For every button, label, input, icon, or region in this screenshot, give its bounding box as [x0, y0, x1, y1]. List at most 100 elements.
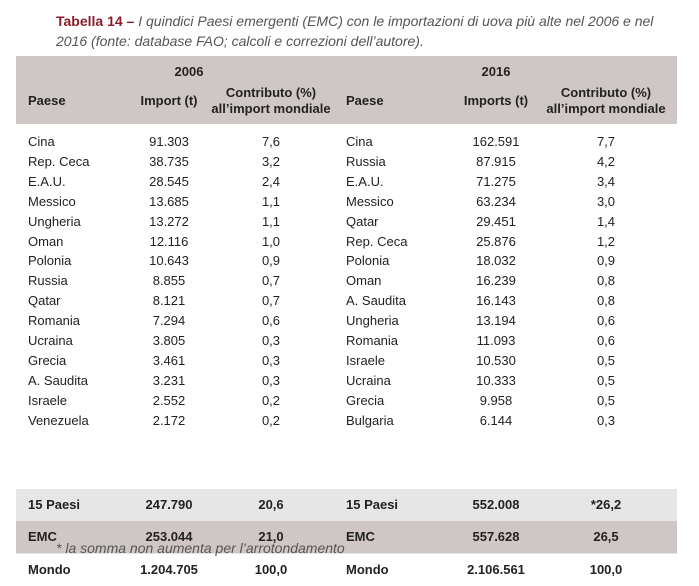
cell-paese-right: Ucraina: [346, 372, 391, 388]
cell-paese-left: Ungheria: [28, 213, 81, 229]
emc-import-right: 557.628: [472, 529, 520, 544]
cell-import-right: 71.275: [476, 173, 516, 189]
year-2016-header: 2016: [481, 64, 511, 79]
total-15-import-left: 247.790: [145, 497, 193, 512]
contrib-header-left: Contributo (%) all’import mondiale: [206, 85, 336, 117]
table-header: 2006 2016 Paese Import (t) Contributo (%…: [16, 56, 677, 124]
table-row: E.A.U. 28.545 2,4 E.A.U. 71.275 3,4: [16, 172, 677, 192]
cell-contrib-left: 0,2: [261, 392, 281, 408]
cell-paese-right: Bulgaria: [346, 412, 394, 428]
cell-paese-right: Israele: [346, 352, 386, 368]
cell-contrib-right: 3,0: [596, 193, 616, 209]
cell-import-left: 28.545: [149, 173, 189, 189]
cell-paese-left: Ucraina: [28, 333, 73, 348]
cell-paese-left: Oman: [28, 233, 64, 249]
cell-contrib-right: 0,3: [596, 412, 616, 428]
contrib-header-right-line2: all’import mondiale: [546, 101, 666, 116]
caption-text: I quindici Paesi emergenti (EMC) con le …: [56, 13, 654, 49]
footnote: * la somma non aumenta per l’arrotondame…: [56, 540, 345, 556]
cell-contrib-right: 4,2: [596, 153, 616, 169]
cell-import-right: 13.194: [476, 313, 516, 329]
table-body: Cina 91.303 7,6 Cina 162.591 7,7 Rep. Ceca 38.7…: [16, 124, 677, 489]
cell-import-right: 10.530: [476, 352, 516, 368]
cell-import-left: 2.172: [152, 412, 186, 428]
total-15-contrib-left: 20,6: [258, 497, 284, 512]
cell-contrib-right: 1,4: [596, 213, 616, 229]
contrib-header-right: Contributo (%) all’import mondiale: [541, 85, 671, 117]
table-row: Polonia 10.643 0,9 Polonia 18.032 0,9: [16, 251, 677, 271]
cell-import-right: 11.093: [476, 333, 516, 348]
cell-import-right: 9.958: [479, 392, 513, 408]
cell-contrib-left: 2,4: [261, 173, 281, 189]
table-row: Russia 8.855 0,7 Oman 16.239 0,8: [16, 271, 677, 291]
cell-paese-left: Israele: [28, 392, 68, 408]
cell-paese-right: Qatar: [346, 213, 379, 229]
emc-row: EMC 253.044 21,0 EMC 557.628 26,5: [16, 521, 677, 553]
cell-paese-left: A. Saudita: [28, 372, 88, 388]
total-15-import-right: 552.008: [472, 497, 520, 512]
cell-import-left: 8.855: [152, 273, 186, 289]
cell-import-right: 87.915: [476, 153, 516, 169]
cell-contrib-left: 1,1: [261, 193, 281, 209]
cell-contrib-left: 0,6: [261, 313, 281, 329]
table-row: Ungheria 13.272 1,1 Qatar 29.451 1,4: [16, 212, 677, 232]
cell-paese-left: Polonia: [28, 253, 72, 269]
cell-contrib-right: 0,6: [596, 333, 616, 348]
cell-import-right: 16.143: [476, 293, 516, 309]
cell-paese-right: Grecia: [346, 392, 385, 408]
cell-import-left: 3.805: [152, 333, 186, 348]
import-table: 2006 2016 Paese Import (t) Contributo (%…: [16, 56, 677, 586]
cell-import-right: 6.144: [479, 412, 513, 428]
cell-import-left: 10.643: [149, 253, 189, 269]
cell-import-left: 13.685: [149, 193, 189, 209]
total-15-label-left: 15 Paesi: [28, 497, 81, 512]
emc-contrib-right: 26,5: [593, 529, 619, 544]
cell-import-left: 3.231: [152, 372, 186, 388]
caption-label: Tabella 14 –: [56, 13, 135, 29]
cell-paese-left: Rep. Ceca: [28, 153, 90, 169]
cell-contrib-left: 0,3: [261, 333, 281, 348]
cell-contrib-left: 0,3: [261, 372, 281, 388]
cell-contrib-right: 0,5: [596, 352, 616, 368]
cell-contrib-left: 0,7: [261, 273, 281, 289]
paese-header-right: Paese: [346, 93, 384, 108]
cell-contrib-right: 1,2: [596, 233, 616, 249]
cell-paese-left: Romania: [28, 313, 81, 329]
table-row: Ucraina 3.805 0,3 Romania 11.093 0,6: [16, 331, 677, 351]
table-caption: Tabella 14 – I quindici Paesi emergenti …: [56, 11, 676, 51]
cell-paese-left: E.A.U.: [28, 173, 66, 189]
cell-paese-left: Grecia: [28, 352, 67, 368]
cell-contrib-right: 0,5: [596, 372, 616, 388]
cell-contrib-right: 0,8: [596, 273, 616, 289]
year-2006-header: 2006: [174, 64, 204, 79]
table-row: Israele 2.552 0,2 Grecia 9.958 0,5: [16, 391, 677, 411]
emc-label-right: EMC: [346, 529, 375, 544]
total-15-label-right: 15 Paesi: [346, 497, 399, 512]
cell-import-right: 162.591: [472, 134, 520, 149]
paese-header-left: Paese: [28, 93, 66, 108]
cell-import-right: 29.451: [476, 213, 516, 229]
cell-contrib-left: 0,3: [261, 352, 281, 368]
cell-import-left: 12.116: [149, 233, 189, 249]
total-15-contrib-right: *26,2: [590, 497, 622, 512]
cell-contrib-right: 3,4: [596, 173, 616, 189]
cell-paese-left: Qatar: [28, 293, 61, 309]
cell-paese-right: Cina: [346, 134, 373, 149]
cell-paese-right: Ungheria: [346, 313, 399, 329]
cell-paese-right: A. Saudita: [346, 293, 406, 309]
cell-contrib-left: 3,2: [261, 153, 281, 169]
cell-import-right: 18.032: [476, 253, 516, 269]
table-row: Rep. Ceca 38.735 3,2 Russia 87.915 4,2: [16, 152, 677, 172]
table-row: Grecia 3.461 0,3 Israele 10.530 0,5: [16, 351, 677, 371]
cell-import-left: 13.272: [149, 213, 189, 229]
import-header-right: Imports (t): [463, 93, 529, 108]
cell-import-right: 63.234: [476, 193, 516, 209]
cell-contrib-right: 0,5: [596, 392, 616, 408]
cell-paese-right: Russia: [346, 153, 386, 169]
cell-import-right: 10.333: [476, 372, 516, 388]
table-row: Messico 13.685 1,1 Messico 63.234 3,0: [16, 192, 677, 212]
emc-import-left: 253.044: [145, 529, 193, 544]
table-row: Romania 7.294 0,6 Ungheria 13.194 0,6: [16, 311, 677, 331]
cell-paese-right: Messico: [346, 193, 394, 209]
table-row: Oman 12.116 1,0 Rep. Ceca 25.876 1,2: [16, 232, 677, 252]
